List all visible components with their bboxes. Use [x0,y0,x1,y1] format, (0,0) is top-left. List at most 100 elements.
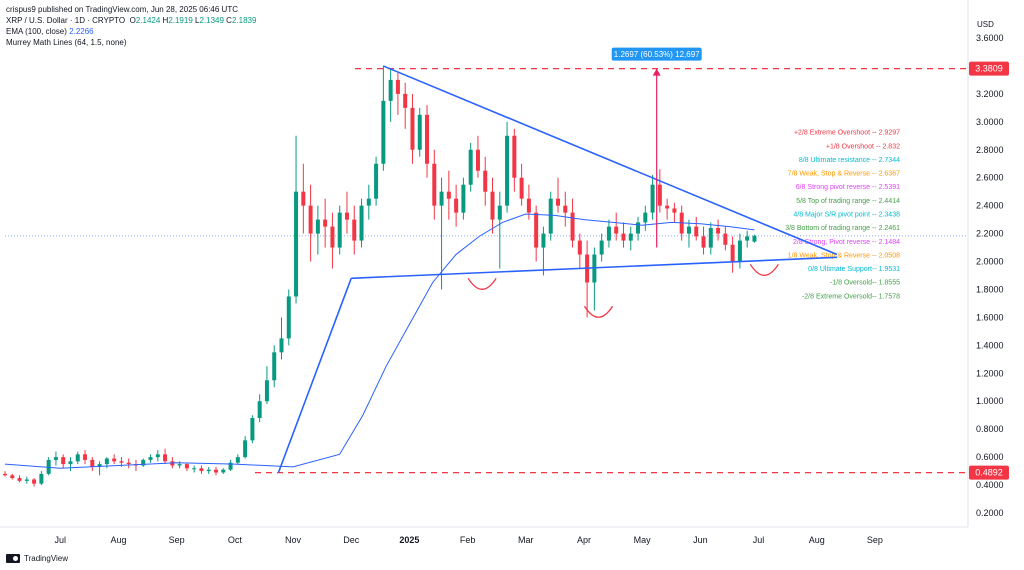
candle-body [206,469,211,472]
candle-body [24,479,29,481]
y-tick-label: 2.2000 [976,229,1004,239]
candle-body [17,478,22,481]
candle-body [752,235,757,242]
candle-body [119,461,124,463]
candle-body [665,205,670,209]
x-tick-label: Jul [753,535,765,545]
candle-body [505,135,510,206]
x-tick-label: Nov [285,535,302,545]
candle-body [512,135,517,178]
candle-body [243,440,248,458]
candle-body [468,149,473,185]
y-tick-label: 3.6000 [976,33,1004,43]
murrey-line-label: 1/8 Weak, Stop & Reverse -- 2.0508 [788,252,900,259]
candle-body [366,198,371,206]
candle-body [563,205,568,213]
measure-tag [611,47,702,61]
candle-body [315,219,320,234]
x-tick-label: Dec [343,535,360,545]
candle-body [388,79,393,101]
level-tag-label: 3.3809 [975,64,1003,74]
murrey-line-label: +2/8 Extreme Overshoot -- 2.9297 [794,130,900,137]
candle-body [454,198,459,213]
murrey-line: Murrey Math Lines (64, 1.5, none) [6,37,256,48]
y-tick-label: 2.6000 [976,173,1004,183]
pattern-arc [467,277,497,290]
candle-body [257,401,262,418]
trendline [277,278,352,473]
low-value: 2.1349 [199,16,224,25]
y-tick-label: 1.4000 [976,340,1004,350]
candle-body [381,100,386,164]
candle-body [614,226,619,234]
candle-body [425,114,430,164]
x-tick-label: Jul [55,535,67,545]
candle-body [112,458,117,462]
pattern-arc [583,305,614,318]
candle-body [264,380,269,402]
x-tick-label: Apr [577,535,591,545]
candle-body [32,479,37,484]
candle-body [694,226,699,237]
y-tick-label: 1.2000 [976,368,1004,378]
y-tick-label: 3.0000 [976,117,1004,127]
x-tick-label: Feb [460,535,476,545]
footer: TradingView [6,554,68,563]
candle-body [308,205,313,234]
candle-body [461,184,466,213]
candle-body [330,226,335,248]
candle-body [344,212,349,220]
candle-body [3,473,7,476]
candle-body [555,198,560,206]
y-tick-label: 0.2000 [976,508,1004,518]
y-tick-label: 3.2000 [976,89,1004,99]
candle-body [526,198,531,213]
candle-body [708,228,713,248]
candle-body [541,233,546,248]
candle-body [686,226,691,234]
candle-body [286,296,291,339]
candle-body [570,212,575,241]
candle-body [104,458,109,465]
candle-body [294,191,299,297]
candle-body [68,461,73,465]
level-tag [969,465,1009,480]
candle-body [250,418,255,441]
y-tick-label: 1.8000 [976,284,1004,294]
open-value: 2.1424 [135,16,161,25]
candle-body [599,240,604,255]
measure-arrow-head [652,68,661,76]
high-value: 2.1919 [168,16,193,25]
candle-body [352,219,357,241]
candle-body [53,457,58,460]
candle-body [90,459,95,467]
candle-body [417,114,422,150]
candle-body [61,457,66,465]
candle-body [235,457,240,463]
candle-body [730,244,735,262]
candle-body [403,93,408,108]
x-tick-label: Oct [228,535,243,545]
candle-body [126,462,131,465]
murrey-line-label: 5/8 Top of trading range -- 2.4414 [796,198,900,205]
murrey-label: Murrey Math Lines (64, 1.5, none) [6,38,127,47]
y-tick-label: 0.6000 [976,452,1004,462]
murrey-line-label: +1/8 Overshoot -- 2.832 [826,143,900,150]
murrey-line-label: 8/8 Ultimate resistance -- 2.7344 [799,157,900,164]
candle-body [83,454,88,460]
candle-body [745,236,750,241]
publisher-line: crispus9 published on TradingView.com, J… [6,4,256,15]
level-tag [969,61,1009,76]
candle-body [10,475,15,479]
candle-body [374,163,379,199]
candle-body [432,163,437,206]
candle-body [228,462,233,470]
candle-body [439,191,444,206]
candle-body [723,233,728,245]
candle-body [148,457,153,460]
x-tick-label: 2025 [399,535,419,545]
candle-body [279,338,284,353]
candle-body [192,468,197,470]
candle-body [337,212,342,248]
